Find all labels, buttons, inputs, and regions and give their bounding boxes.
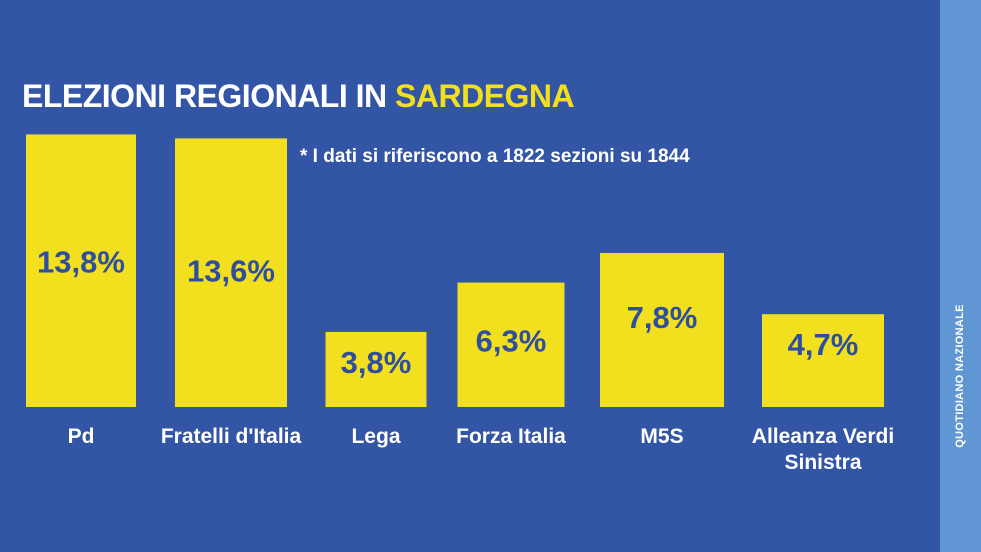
bar-value-label: 4,7% bbox=[788, 327, 859, 362]
bar-m5s bbox=[600, 252, 724, 407]
category-label: Pd bbox=[68, 425, 95, 448]
footnote: * I dati si riferiscono a 1822 sezioni s… bbox=[300, 146, 690, 167]
category-label: Lega bbox=[351, 425, 400, 448]
category-label: Forza Italia bbox=[456, 425, 566, 448]
bar-pd bbox=[26, 134, 136, 407]
bar-fratelli-d-italia bbox=[175, 138, 287, 407]
category-label: M5S bbox=[640, 425, 683, 448]
bar-value-label: 13,6% bbox=[187, 253, 275, 288]
bar-chart: 13,8% Pd 13,6% Fratelli d'Italia 3,8% Lega 6,3… bbox=[26, 134, 894, 474]
bar-value-label: 7,8% bbox=[627, 300, 698, 335]
bar-lega bbox=[325, 331, 427, 407]
bar-alleanza-verdi-sinistra bbox=[762, 314, 884, 407]
title-prefix: ELEZIONI REGIONALI IN bbox=[22, 78, 396, 114]
category-label: Sinistra bbox=[784, 451, 861, 474]
category-label: Alleanza Verdi bbox=[752, 425, 894, 448]
bar-value-label: 3,8% bbox=[341, 345, 412, 380]
brand-side-band bbox=[940, 0, 981, 552]
bar-value-label: 13,8% bbox=[37, 244, 125, 279]
bar-forza-italia bbox=[457, 282, 565, 407]
title-highlight: SARDEGNA bbox=[395, 78, 575, 114]
brand-label: QUOTIDIANO NAZIONALE bbox=[954, 304, 966, 448]
category-label: Fratelli d'Italia bbox=[161, 425, 302, 448]
chart-title: ELEZIONI REGIONALI IN SARDEGNA bbox=[22, 78, 575, 115]
bar-value-label: 6,3% bbox=[476, 324, 547, 359]
